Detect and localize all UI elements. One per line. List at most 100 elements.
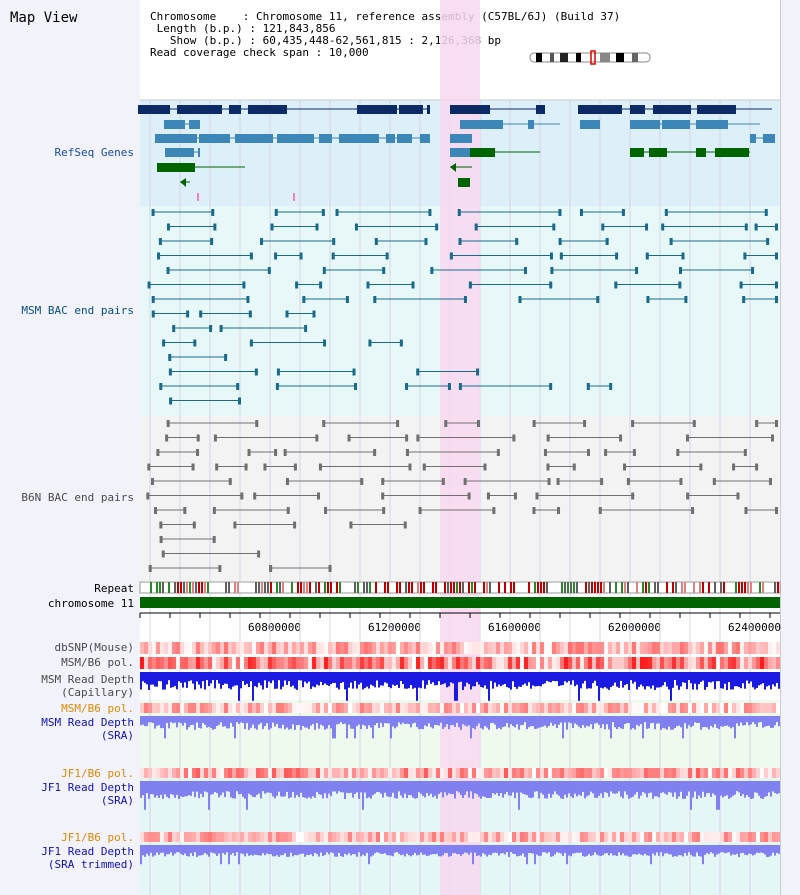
depth-bar [684,845,686,853]
dbsnp-heatmap-track[interactable] [140,642,780,654]
heat-cell [672,703,676,713]
heat-cell [712,768,716,778]
depth-bar [180,845,182,855]
heat-cell [492,657,496,669]
depth-bar [648,845,650,856]
depth-bar [654,781,656,797]
jf1-sra-depth-track[interactable] [140,781,780,810]
heat-cell [704,768,708,778]
heat-cell [416,768,420,778]
heat-cell [240,832,244,842]
heat-cell [776,642,780,654]
bac-end [546,463,550,471]
depth-bar [522,672,524,685]
heat-cell [624,832,628,842]
depth-bar [328,716,330,726]
depth-bar [150,672,152,685]
heat-cell [712,642,716,654]
heat-cell [256,642,260,654]
repeat-element [453,582,455,593]
depth-bar [442,672,444,685]
depth-bar [586,781,588,797]
depth-bar [606,781,608,793]
heat-cell [548,657,552,669]
depth-bar [740,781,742,797]
bac-end [645,223,649,231]
depth-bar [778,716,780,727]
depth-bar [482,781,484,797]
repeat-track[interactable] [139,581,781,594]
heat-cell [160,768,164,778]
depth-bar [638,845,640,854]
depth-bar [682,845,684,857]
heat-cell [776,703,780,713]
bac-end [744,507,748,514]
depth-bar [272,716,274,723]
repeat-element [270,582,272,593]
track-label-msm-depth-sra[interactable]: MSM Read Depth [41,716,134,729]
depth-bar [772,672,774,685]
depth-bar [282,781,284,797]
bac-end [399,339,403,347]
b6n-bac-end-pair-features[interactable] [146,420,778,572]
heat-cell [144,642,148,654]
heat-cell [184,642,188,654]
heat-cell [660,832,664,842]
depth-bar [708,781,710,793]
depth-bar [740,672,742,689]
depth-bar [492,845,494,854]
jf1-b6-pol-heatmap-track[interactable] [140,768,780,778]
refseq-gene-features[interactable] [138,105,775,201]
depth-bar [248,845,250,856]
track-label-jf1-depth-sra[interactable]: JF1 Read Depth [41,781,134,794]
heat-cell [592,768,596,778]
track-label-b6n-bac[interactable]: B6N BAC end pairs [21,491,134,504]
heat-cell [696,657,700,669]
depth-bar [590,845,592,856]
heat-cell [172,703,176,713]
depth-bar [378,716,380,728]
msm-b6-pol-sra-heatmap-track[interactable] [140,703,780,713]
track-label-msm-b6-pol-1[interactable]: MSM/B6 pol. [61,656,134,669]
heat-cell [464,642,468,654]
chromosome-ideogram-icon[interactable] [529,50,651,65]
refseq-exon [248,105,287,114]
depth-bar [604,781,606,793]
depth-bar [478,781,480,797]
track-label-dbsnp[interactable]: dbSNP(Mouse) [54,641,134,654]
heat-cell [632,657,636,669]
heat-cell [744,703,748,713]
repeat-element [627,582,629,593]
depth-bar [468,672,470,685]
bac-end [275,383,279,390]
heat-cell [408,832,412,842]
track-label-msm-b6-pol-2[interactable]: MSM/B6 pol. [61,702,134,715]
jf1-b6-pol-trimmed-heatmap-track[interactable] [140,832,780,842]
depth-bar [468,716,470,726]
heat-cell [368,768,372,778]
depth-bar [612,845,614,856]
depth-bar [506,672,508,688]
track-label-jf1-b6-pol-1[interactable]: JF1/B6 pol. [61,767,134,780]
heat-cell [408,642,412,654]
track-label-msm-bac[interactable]: MSM BAC end pairs [21,304,134,317]
bac-end [769,478,773,485]
bac-end [679,478,683,485]
msm-b6-pol-heatmap-track[interactable] [140,657,780,669]
msm-sra-depth-track[interactable] [140,716,780,739]
track-label-jf1-depth-trimmed[interactable]: JF1 Read Depth [41,845,134,858]
track-label-msm-depth-capillary[interactable]: MSM Read Depth [41,673,134,686]
track-label-repeat[interactable]: Repeat [94,582,134,595]
depth-bar [492,672,494,689]
heat-cell [412,703,416,713]
msm-capillary-depth-track[interactable] [140,672,780,701]
track-label-jf1-b6-pol-2[interactable]: JF1/B6 pol. [61,831,134,844]
depth-bar [438,672,440,682]
track-label-refseq[interactable]: RefSeq Genes [54,146,134,159]
depth-bar [302,781,304,798]
heat-cell [300,768,304,778]
depth-bar [174,845,176,854]
msm-bac-end-pair-features[interactable] [147,209,778,405]
jf1-trimmed-depth-track[interactable] [140,845,780,865]
